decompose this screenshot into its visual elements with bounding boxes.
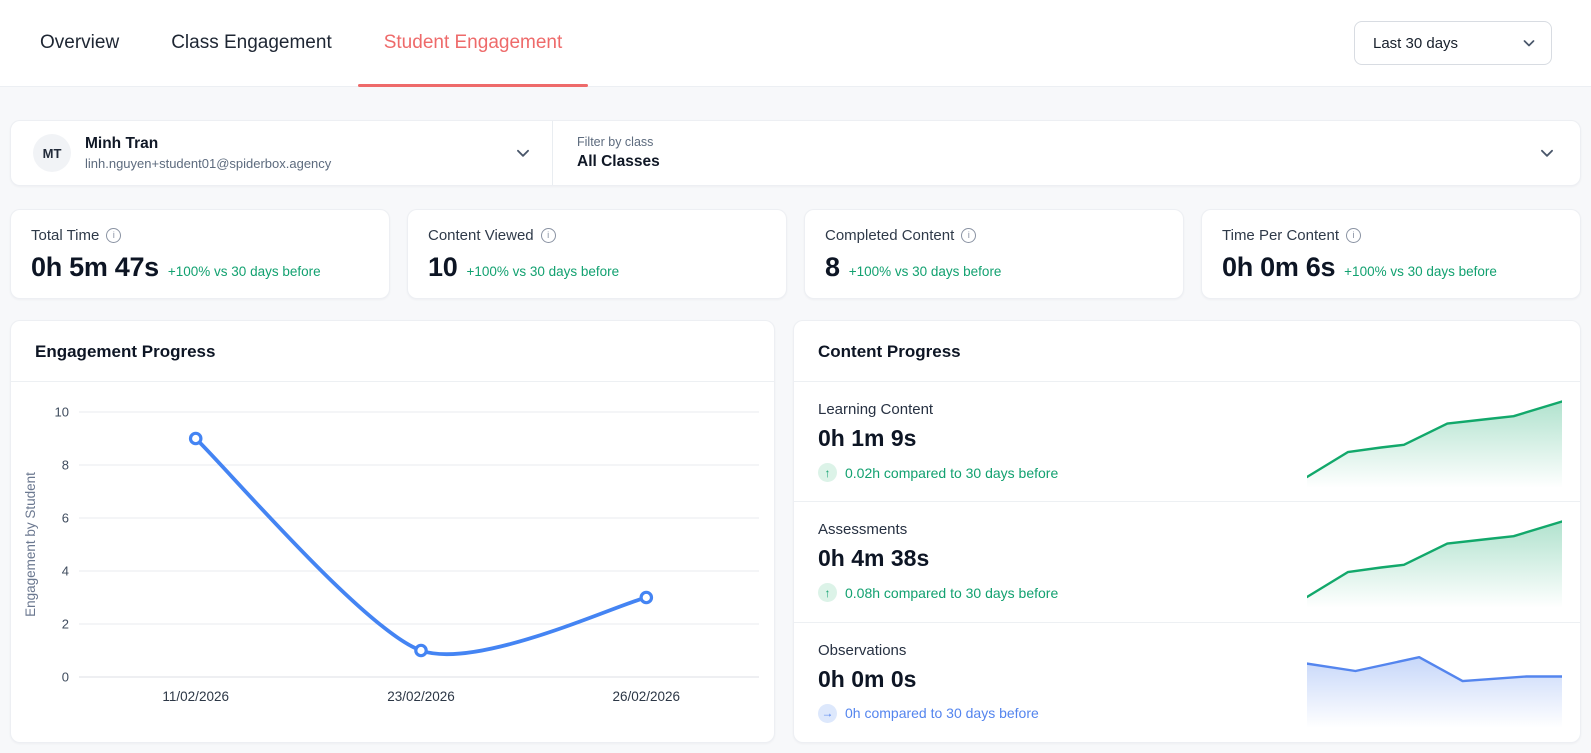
- stat-label-text: Time Per Content: [1222, 227, 1339, 244]
- stat-card-content-viewed: Content Viewed i 10 +100% vs 30 days bef…: [407, 209, 787, 299]
- row-delta: ↑ 0.02h compared to 30 days before: [818, 463, 1307, 483]
- info-icon[interactable]: i: [1346, 228, 1361, 243]
- stat-value-row: 0h 5m 47s +100% vs 30 days before: [31, 252, 369, 283]
- row-text-block: Observations 0h 0m 0s → 0h compared to 3…: [818, 642, 1307, 723]
- stat-value-row: 10 +100% vs 30 days before: [428, 252, 766, 283]
- svg-text:23/02/2026: 23/02/2026: [387, 689, 455, 704]
- svg-text:6: 6: [62, 511, 69, 526]
- divider: [794, 501, 1580, 503]
- info-icon[interactable]: i: [540, 228, 556, 243]
- stat-cards-row: Total Time i 0h 5m 47s +100% vs 30 days …: [10, 209, 1581, 299]
- svg-text:Engagement by Student: Engagement by Student: [23, 472, 38, 617]
- trend-flat-icon: →: [818, 703, 837, 723]
- svg-text:2: 2: [62, 617, 69, 632]
- tab-bar: Overview Class Engagement Student Engage…: [14, 0, 589, 87]
- stat-card-time-per-content: Time Per Content i 0h 0m 6s +100% vs 30 …: [1201, 209, 1581, 299]
- tab-overview[interactable]: Overview: [40, 32, 120, 53]
- selector-row: MT Minh Tran linh.nguyen+student01@spide…: [10, 120, 1581, 186]
- student-info: Minh Tran linh.nguyen+student01@spiderbo…: [85, 135, 514, 171]
- svg-text:11/02/2026: 11/02/2026: [162, 689, 229, 704]
- svg-text:10: 10: [55, 405, 69, 420]
- stat-label: Completed Content i: [825, 227, 1163, 244]
- stat-delta: +100% vs 30 days before: [1344, 264, 1497, 279]
- stat-label-text: Completed Content: [825, 227, 955, 244]
- engagement-progress-title: Engagement Progress: [35, 342, 216, 361]
- row-value: 0h 1m 9s: [818, 425, 917, 452]
- row-assessments: Assessments 0h 4m 38s ↑ 0.08h compared t…: [794, 502, 1580, 621]
- row-learning-content: Learning Content 0h 1m 9s ↑ 0.02h compar…: [794, 382, 1580, 501]
- stat-delta: +100% vs 30 days before: [466, 264, 620, 279]
- stat-label: Content Viewed i: [428, 227, 766, 244]
- stat-card-total-time: Total Time i 0h 5m 47s +100% vs 30 days …: [10, 209, 390, 299]
- trend-up-icon: ↑: [818, 463, 837, 483]
- info-icon[interactable]: i: [961, 228, 977, 243]
- class-filter-select[interactable]: Filter by class All Classes: [553, 121, 1580, 185]
- content-progress-card: Content Progress Learning Content 0h 1m …: [793, 320, 1581, 743]
- chevron-down-icon: [1521, 35, 1537, 51]
- dashboard-content: MT Minh Tran linh.nguyen+student01@spide…: [0, 120, 1591, 743]
- trend-up-icon: ↑: [818, 583, 837, 603]
- avatar: MT: [33, 134, 71, 172]
- tab-class-engagement[interactable]: Class Engagement: [171, 32, 332, 53]
- content-progress-title: Content Progress: [818, 342, 961, 361]
- svg-text:26/02/2026: 26/02/2026: [613, 689, 681, 704]
- row-label: Learning Content: [818, 401, 934, 419]
- row-delta-text: 0.08h compared to 30 days before: [845, 584, 1059, 601]
- date-range-select[interactable]: Last 30 days: [1354, 21, 1552, 65]
- row-text-block: Assessments 0h 4m 38s ↑ 0.08h compared t…: [818, 521, 1307, 603]
- class-filter-label: Filter by class: [577, 135, 654, 149]
- stat-label-text: Total Time: [31, 227, 100, 244]
- engagement-progress-card: Engagement Progress 0 2 4 6 8 10 11/02/2026 23/…: [10, 320, 775, 743]
- charts-row: Engagement Progress 0 2 4 6 8 10 11/02/2026 23/…: [10, 320, 1581, 743]
- svg-text:0: 0: [62, 670, 69, 685]
- stat-delta: +100% vs 30 days before: [167, 264, 321, 279]
- student-select[interactable]: MT Minh Tran linh.nguyen+student01@spide…: [11, 121, 553, 185]
- row-delta: ↑ 0.08h compared to 30 days before: [818, 583, 1307, 603]
- stat-value-row: 0h 0m 6s +100% vs 30 days before: [1222, 252, 1560, 283]
- row-value: 0h 4m 38s: [818, 545, 930, 572]
- divider: [794, 621, 1580, 623]
- row-label: Observations: [818, 641, 907, 659]
- class-filter-value: All Classes: [577, 153, 660, 170]
- divider: [11, 381, 774, 382]
- row-delta-text: 0.02h compared to 30 days before: [845, 464, 1059, 481]
- date-range-value: Last 30 days: [1373, 34, 1459, 52]
- info-icon[interactable]: i: [106, 228, 122, 243]
- stat-label: Time Per Content i: [1222, 227, 1560, 244]
- class-filter-info: Filter by class All Classes: [577, 135, 1538, 171]
- stat-card-completed-content: Completed Content i 8 +100% vs 30 days b…: [804, 209, 1184, 299]
- svg-text:4: 4: [62, 564, 69, 579]
- row-label: Assessments: [818, 521, 908, 539]
- engagement-line-chart: 0 2 4 6 8 10 11/02/2026 23/02/2026 26/02/2026 Eng…: [11, 389, 774, 718]
- row-delta-text: 0h compared to 30 days before: [845, 705, 1039, 722]
- learning-content-sparkline: [1305, 396, 1564, 488]
- stat-label: Total Time i: [31, 227, 369, 244]
- stat-value: 0h 5m 47s: [31, 252, 159, 282]
- stat-value-row: 8 +100% vs 30 days before: [825, 252, 1163, 283]
- observations-sparkline: [1305, 636, 1564, 729]
- chevron-down-icon: [514, 144, 532, 162]
- chevron-down-icon: [1538, 144, 1556, 162]
- content-progress-rows: Learning Content 0h 1m 9s ↑ 0.02h compar…: [794, 382, 1580, 742]
- stat-value: 8: [825, 252, 840, 282]
- stat-delta: +100% vs 30 days before: [848, 264, 1002, 279]
- stat-value: 0h 0m 6s: [1222, 252, 1336, 282]
- student-name: Minh Tran: [85, 135, 159, 152]
- row-text-block: Learning Content 0h 1m 9s ↑ 0.02h compar…: [818, 401, 1307, 483]
- row-value: 0h 0m 0s: [818, 665, 917, 692]
- assessments-sparkline: [1305, 516, 1564, 608]
- svg-text:8: 8: [62, 458, 69, 473]
- stat-value: 10: [428, 252, 458, 282]
- stat-label-text: Content Viewed: [428, 227, 534, 244]
- divider: [794, 381, 1580, 382]
- top-nav-bar: Overview Class Engagement Student Engage…: [0, 0, 1591, 87]
- tab-student-engagement[interactable]: Student Engagement: [357, 0, 589, 87]
- row-observations: Observations 0h 0m 0s → 0h compared to 3…: [794, 623, 1580, 742]
- student-email: linh.nguyen+student01@spiderbox.agency: [85, 156, 332, 171]
- row-delta: → 0h compared to 30 days before: [818, 703, 1307, 723]
